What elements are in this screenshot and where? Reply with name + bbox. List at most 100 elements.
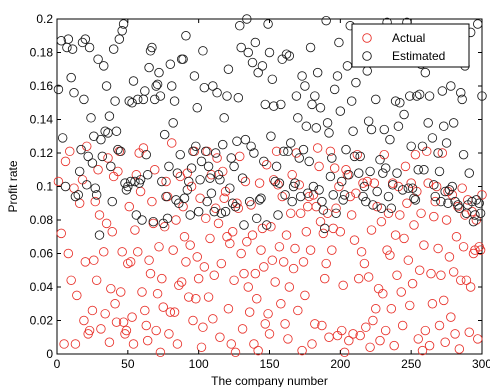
data-point-estimated: [458, 149, 469, 160]
data-point-actual: [454, 344, 465, 354]
data-point-actual: [229, 275, 239, 286]
data-point-estimated: [450, 196, 460, 207]
data-point-estimated: [150, 94, 160, 105]
data-point-estimated: [90, 183, 100, 193]
y-tick-label: 0.18: [30, 46, 54, 60]
data-point-actual: [184, 292, 194, 302]
data-point-estimated: [334, 37, 344, 48]
data-point-actual: [414, 265, 425, 275]
data-point-estimated: [133, 94, 143, 105]
data-point-actual: [63, 248, 74, 259]
data-point-estimated: [93, 54, 103, 64]
data-point-estimated: [74, 166, 85, 177]
data-point-actual: [113, 166, 123, 177]
data-point-actual: [325, 146, 336, 157]
data-point-estimated: [236, 42, 246, 53]
data-point-estimated: [464, 168, 474, 178]
data-point-estimated: [315, 103, 326, 113]
data-point-actual: [151, 325, 161, 336]
data-point-actual: [161, 176, 171, 187]
data-point-actual: [152, 288, 163, 299]
data-point-actual: [407, 278, 418, 289]
data-point-actual: [168, 245, 178, 255]
data-point-actual: [430, 196, 440, 207]
data-point-estimated: [328, 190, 338, 200]
data-point-actual: [320, 273, 330, 284]
data-point-estimated: [188, 146, 198, 157]
data-point-estimated: [114, 34, 125, 44]
data-point-actual: [60, 156, 71, 167]
data-point-actual: [249, 339, 259, 349]
data-point-estimated: [189, 71, 200, 81]
data-point-estimated: [184, 176, 194, 187]
data-point-estimated: [80, 34, 91, 44]
data-point-actual: [128, 339, 139, 349]
data-point-estimated: [300, 81, 310, 91]
data-point-estimated: [186, 163, 197, 173]
data-point-actual: [227, 227, 238, 237]
data-point-actual: [239, 268, 249, 279]
data-point-actual: [413, 334, 423, 344]
data-point-actual: [434, 320, 445, 331]
data-point-actual: [250, 268, 261, 279]
data-point-estimated: [280, 190, 290, 200]
data-point-estimated: [397, 185, 408, 195]
data-point-actual: [123, 258, 133, 269]
data-point-estimated: [172, 168, 183, 178]
data-point-estimated: [175, 149, 185, 160]
data-point-actual: [420, 325, 431, 336]
data-point-actual: [397, 320, 408, 331]
data-point-actual: [158, 302, 168, 312]
data-point-estimated: [212, 87, 222, 98]
data-point-estimated: [287, 196, 297, 207]
data-point-estimated: [378, 168, 388, 178]
data-point-actual: [288, 263, 299, 274]
data-point-actual: [172, 339, 183, 349]
y-tick-label: 0.16: [30, 79, 54, 93]
series-estimated: [53, 14, 487, 240]
data-point-estimated: [77, 37, 88, 48]
data-point-estimated: [225, 183, 235, 193]
data-point-actual: [252, 294, 262, 304]
data-point-estimated: [457, 94, 467, 105]
data-point-actual: [273, 180, 283, 190]
data-point-estimated: [144, 62, 154, 73]
data-point-estimated: [338, 195, 348, 205]
data-point-estimated: [70, 191, 81, 202]
data-point-actual: [361, 322, 371, 332]
data-point-estimated: [191, 141, 201, 152]
data-point-actual: [247, 230, 258, 240]
data-point-estimated: [385, 134, 395, 145]
data-point-actual: [242, 237, 252, 247]
data-point-actual: [278, 257, 289, 267]
data-point-estimated: [380, 163, 391, 173]
data-point-actual: [426, 268, 436, 279]
data-point-actual: [253, 345, 263, 356]
data-point-actual: [338, 280, 348, 291]
data-point-estimated: [222, 91, 232, 101]
data-point-estimated: [230, 201, 241, 212]
data-point-estimated: [388, 180, 398, 190]
data-point-estimated: [407, 183, 418, 193]
data-point-actual: [181, 257, 191, 267]
data-point-estimated: [247, 57, 258, 68]
data-point-estimated: [63, 34, 74, 44]
data-point-actual: [423, 178, 433, 188]
data-point-estimated: [344, 170, 354, 180]
data-point-estimated: [470, 210, 480, 220]
data-point-estimated: [365, 166, 375, 177]
data-point-estimated: [100, 126, 110, 136]
data-point-estimated: [261, 220, 272, 230]
data-point-estimated: [399, 109, 409, 120]
data-point-estimated: [429, 180, 439, 190]
data-point-estimated: [101, 81, 112, 91]
data-point-estimated: [331, 208, 341, 219]
data-point-actual: [169, 307, 180, 317]
data-point-estimated: [110, 96, 120, 106]
data-point-actual: [396, 287, 406, 297]
data-point-actual: [260, 319, 270, 329]
data-point-actual: [266, 221, 276, 232]
data-point-actual: [301, 227, 312, 237]
data-point-actual: [375, 335, 385, 346]
